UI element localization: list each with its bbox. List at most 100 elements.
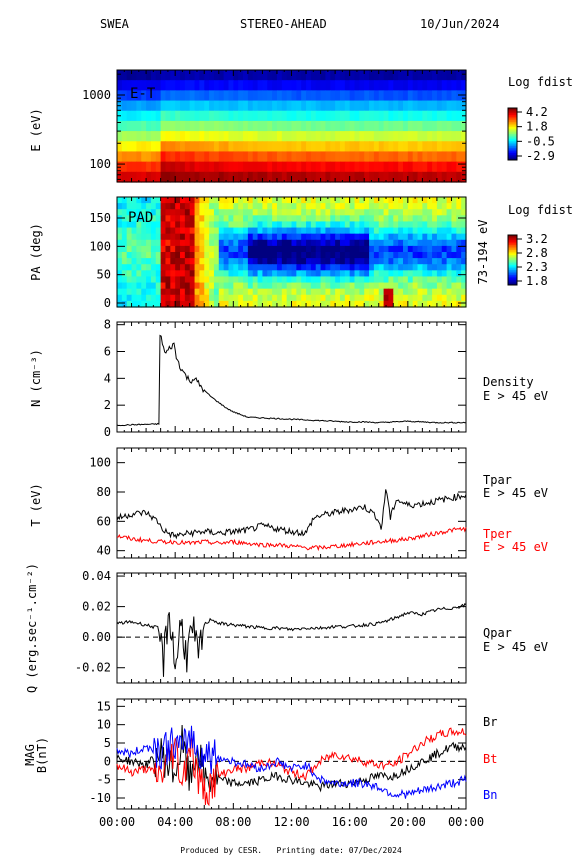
et-heatmap-cell	[344, 151, 351, 163]
et-heatmap-cell	[286, 90, 293, 102]
pad-heatmap-cell	[325, 288, 331, 296]
pad-heatmap-cell	[272, 197, 278, 204]
pad-heatmap-cell	[243, 258, 249, 265]
pad-heatmap-cell	[402, 239, 409, 247]
header-date: 10/Jun/2024	[420, 17, 499, 31]
pad-heatmap-cell	[325, 197, 331, 204]
et-heatmap-cell	[141, 141, 147, 153]
pad-heatmap-cell	[223, 252, 230, 259]
pad-heatmap-cell	[446, 264, 453, 271]
pad-heatmap-cell	[189, 197, 196, 204]
et-heatmap-cell	[310, 171, 317, 183]
et-heatmap-cell	[388, 131, 394, 142]
pad-heatmap-cell	[228, 209, 234, 216]
pad-heatmap-cell	[131, 203, 137, 210]
pad-heatmap-cell	[432, 300, 438, 308]
et-heatmap-cell	[393, 90, 399, 102]
pad-heatmap-cell	[126, 197, 133, 204]
pad-heatmap-cell	[412, 197, 419, 204]
pad-heatmap-cell	[451, 209, 457, 216]
et-heatmap-cell	[131, 70, 137, 81]
et-heatmap-cell	[373, 141, 380, 153]
pad-heatmap-cell	[422, 258, 428, 265]
et-heatmap-cell	[281, 171, 288, 183]
pad-heatmap-cell	[335, 209, 341, 216]
pad-heatmap-cell	[184, 221, 191, 229]
pad-heatmap-cell	[393, 252, 399, 259]
pad-heatmap-cell	[378, 294, 385, 302]
pad-heatmap-cell	[407, 245, 414, 253]
et-heatmap-cell	[320, 110, 327, 122]
pad-heatmap-cell	[252, 264, 259, 271]
pad-heatmap-cell	[276, 209, 283, 216]
pad-heatmap-cell	[126, 233, 133, 241]
pad-heatmap-cell	[170, 215, 176, 223]
pad-heatmap-cell	[335, 300, 341, 308]
et-heatmap-cell	[194, 131, 201, 142]
pad-heatmap-cell	[359, 197, 365, 204]
et-heatmap-cell	[155, 151, 162, 163]
et-heatmap-cell	[349, 171, 356, 183]
pad-heatmap-cell	[378, 203, 385, 210]
pad-heatmap-cell	[291, 264, 297, 271]
pad-heatmap-cell	[388, 300, 394, 308]
et-colorbar-swatch	[508, 125, 517, 128]
pad-heatmap-cell	[146, 270, 152, 278]
pad-heatmap-cell	[310, 233, 317, 241]
pad-colorbar-swatch	[508, 270, 517, 273]
pad-heatmap-cell	[150, 239, 157, 247]
et-heatmap-cell	[213, 151, 220, 163]
pad-heatmap-cell	[339, 233, 346, 241]
pad-heatmap-cell	[155, 215, 162, 223]
pad-heatmap-cell	[417, 221, 423, 229]
et-heatmap-cell	[146, 100, 152, 112]
pad-heatmap-cell	[451, 239, 457, 247]
et-heatmap-cell	[291, 141, 297, 153]
pad-heatmap-cell	[320, 282, 327, 290]
et-heatmap-cell	[233, 70, 239, 81]
pad-heatmap-cell	[359, 227, 365, 235]
pad-heatmap-cell	[398, 233, 404, 241]
pad-heatmap-cell	[296, 197, 302, 204]
pad-heatmap-cell	[252, 221, 259, 229]
pad-heatmap-cell	[364, 233, 370, 241]
pad-heatmap-cell	[330, 227, 336, 235]
pad-heatmap-cell	[267, 252, 273, 259]
pad-heatmap-cell	[339, 209, 346, 216]
pad-heatmap-cell	[359, 203, 365, 210]
et-heatmap-cell	[373, 151, 380, 163]
et-heatmap-cell	[165, 171, 171, 183]
et-heatmap-cell	[252, 110, 259, 122]
pad-heatmap-cell	[155, 294, 162, 302]
et-heatmap-cell	[402, 70, 409, 81]
pad-heatmap-cell	[441, 270, 448, 278]
pad-heatmap-cell	[422, 270, 428, 278]
pad-heatmap-cell	[204, 245, 210, 253]
et-heatmap-cell	[204, 80, 210, 91]
et-heatmap-cell	[238, 80, 244, 91]
et-colorbar-swatch	[508, 114, 517, 118]
pad-heatmap-cell	[393, 258, 399, 265]
et-heatmap-cell	[369, 80, 375, 91]
pad-heatmap-cell	[398, 245, 404, 253]
pad-heatmap-cell	[184, 288, 191, 296]
et-heatmap-cell	[247, 120, 254, 132]
pad-heatmap-cell	[272, 300, 278, 308]
pad-heatmap-cell	[422, 209, 428, 216]
pad-heatmap-cell	[117, 264, 123, 271]
pad-heatmap-cell	[126, 288, 133, 296]
header-instrument: SWEA	[100, 17, 130, 31]
et-heatmap-cell	[456, 171, 462, 183]
pad-y-tick-label: 150	[89, 211, 111, 225]
y-tick-label: -0.02	[75, 661, 111, 675]
pad-heatmap-cell	[243, 221, 249, 229]
et-heatmap-cell	[306, 131, 312, 142]
pad-heatmap-cell	[373, 245, 380, 253]
pad-colorbar-swatch	[508, 268, 517, 271]
et-heatmap-cell	[228, 80, 234, 91]
pad-heatmap-cell	[146, 252, 152, 259]
et-heatmap-cell	[398, 131, 404, 142]
pad-heatmap-cell	[364, 227, 370, 235]
pad-heatmap-cell	[291, 258, 297, 265]
pad-heatmap-cell	[252, 209, 259, 216]
